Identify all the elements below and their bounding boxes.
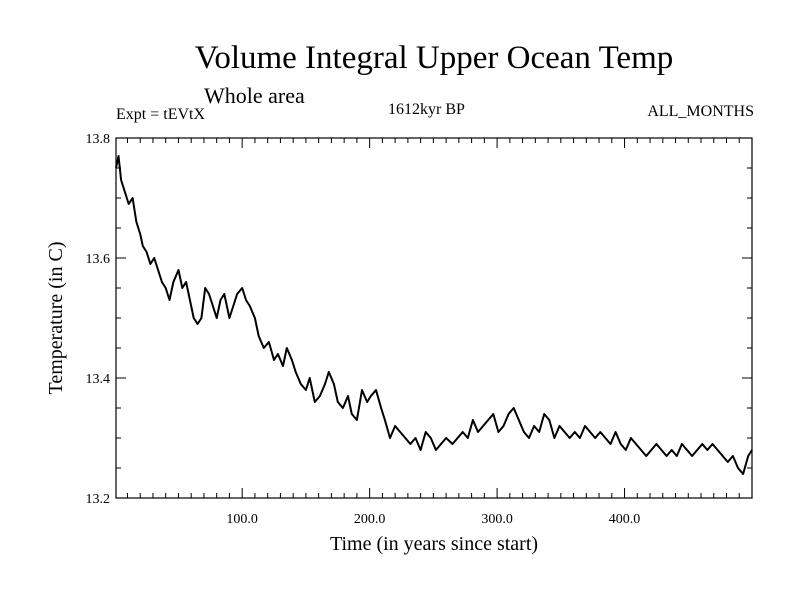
x-tick-label: 200.0 xyxy=(354,512,386,527)
chart-subtitle: Whole area xyxy=(204,83,305,108)
x-axis-title: Time (in years since start) xyxy=(330,533,538,555)
x-tick-label: 300.0 xyxy=(481,512,513,527)
plot-frame xyxy=(115,137,753,499)
chart-title: Volume Integral Upper Ocean Temp xyxy=(194,40,674,76)
temperature-series-line xyxy=(115,155,753,475)
x-tick-label: 400.0 xyxy=(609,512,641,527)
y-tick-label: 13.2 xyxy=(86,492,111,507)
x-tick-label: 100.0 xyxy=(226,512,258,527)
months-label: ALL_MONTHS xyxy=(647,103,754,120)
y-axis-title: Temperature (in C) xyxy=(45,242,67,395)
period-label: 1612kyr BP xyxy=(388,101,465,118)
y-tick-label: 13.4 xyxy=(86,372,111,387)
y-tick-label: 13.8 xyxy=(86,132,111,147)
y-tick-label: 13.6 xyxy=(86,252,111,267)
experiment-label: Expt = tEVtX xyxy=(116,106,206,123)
